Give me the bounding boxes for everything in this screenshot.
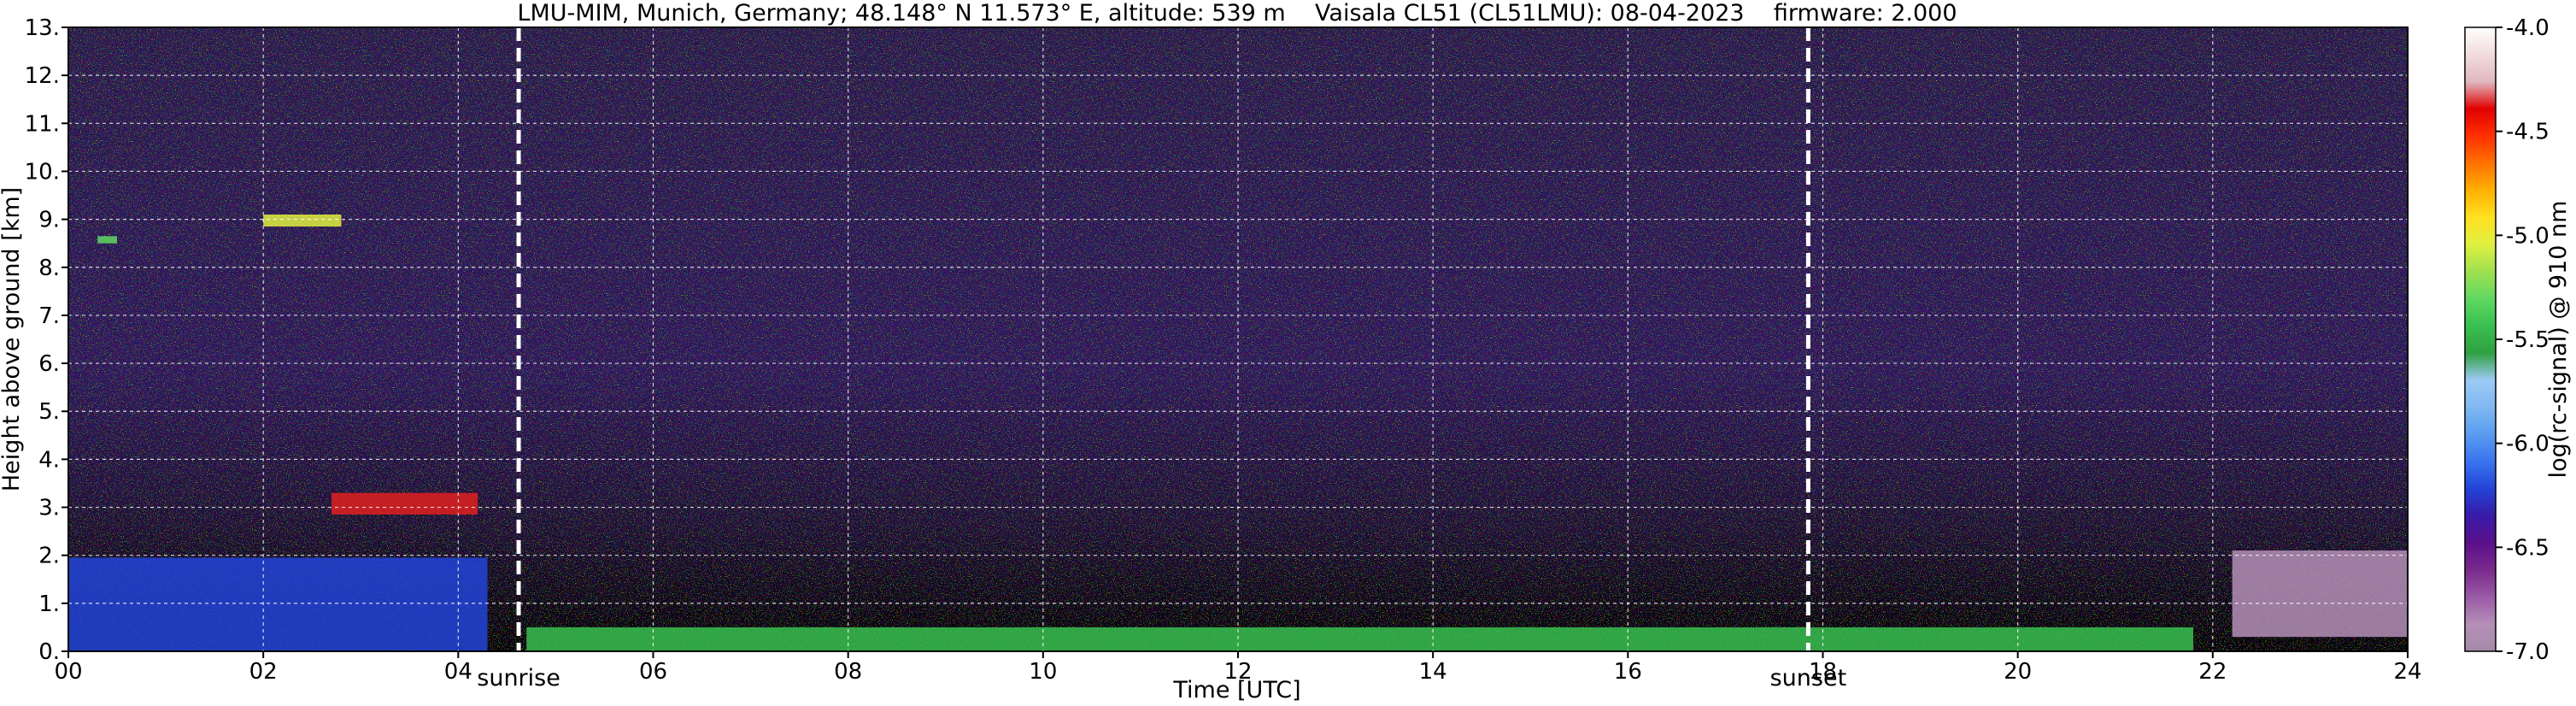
x-tick-label: 02 [249,659,278,685]
aerosol-layers [68,215,2408,651]
layer-0 [68,557,488,651]
x-tick-label: 10 [1029,659,1057,685]
x-tick-label: 04 [444,659,472,685]
colorbar-tick-label: -6.0 [2506,432,2550,457]
x-tick-label: 20 [2004,659,2032,685]
sun-markers: sunrise sunset [477,27,1846,691]
x-tick-label: 24 [2393,659,2421,685]
y-tick-label: 2. [38,544,60,569]
y-axis-ticks: 0. 1. 2. 3. 4. 5. 6. 7. 8. 9. 10. 11. 12. 13. [25,15,68,665]
y-tick-label: 0. [38,639,60,665]
colorbar-tick-label: -4.5 [2506,120,2550,145]
x-tick-label: 08 [834,659,862,685]
y-tick-label: 4. [38,447,60,473]
x-tick-label: 18 [1809,659,1837,685]
layer-4 [526,627,2194,651]
y-tick-label: 6. [38,351,60,377]
sun-label-sunset: sunset [1770,665,1847,691]
colorbar-tick-label: -4.0 [2506,15,2550,41]
colorbar: -4.0 -4.5 -5.0 -5.5 -6.0 -6.5 -7.0 log(rc-sign… [2464,15,2572,665]
y-tick-label: 13. [25,15,60,41]
colorbar-tick-label: -5.5 [2506,327,2550,353]
y-tick-label: 7. [38,303,60,329]
colorbar-tick-label: -5.0 [2506,223,2550,249]
colorbar-tick-label: -7.0 [2506,639,2550,665]
x-axis-label: Time [UTC] [1172,677,1300,703]
layer-5 [2232,550,2408,638]
layer-2 [263,215,342,227]
colorbar-ticks: -4.0 -4.5 -5.0 -5.5 -6.0 -6.5 -7.0 [2496,15,2550,665]
x-axis-ticks: 00 02 04 06 08 10 12 14 16 18 20 22 24 [54,651,2422,685]
x-tick-label: 22 [2198,659,2227,685]
y-axis-label: Height above ground [km] [0,187,25,491]
x-tick-label: 16 [1614,659,1642,685]
y-tick-label: 8. [38,256,60,281]
sun-label-sunrise: sunrise [477,665,560,691]
layer-1 [332,492,478,515]
y-tick-label: 1. [38,591,60,617]
x-tick-label: 00 [54,659,82,685]
x-tick-label: 12 [1223,659,1252,685]
y-tick-label: 9. [38,208,60,233]
chart-title: LMU-MIM, Munich, Germany; 48.148° N 11.5… [517,0,1957,26]
colorbar-tick-label: -6.5 [2506,535,2550,561]
colorbar-fill [2464,26,2497,652]
y-tick-label: 5. [38,399,60,425]
layer-3 [97,236,118,244]
x-tick-label: 14 [1419,659,1447,685]
y-tick-label: 10. [25,159,60,185]
y-tick-label: 11. [25,111,60,137]
colorbar-label: log(rc-signal) @ 910 nm [2545,201,2572,479]
plot-area [68,27,2408,651]
y-tick-label: 3. [38,496,60,521]
y-tick-label: 12. [25,63,60,89]
x-tick-label: 06 [639,659,667,685]
